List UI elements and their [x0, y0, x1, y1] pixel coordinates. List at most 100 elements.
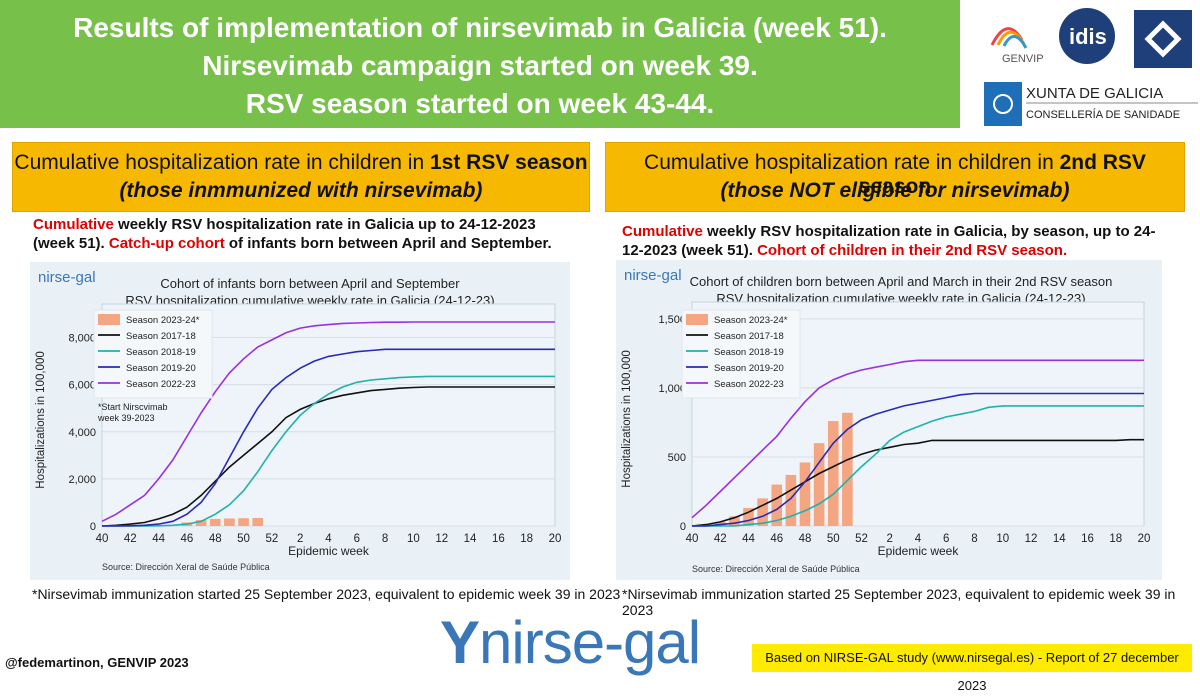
- x-tick-label: 20: [549, 533, 562, 545]
- x-axis-label: Epidemic week: [878, 544, 960, 558]
- bar-2023-24: [224, 518, 235, 526]
- bar-2023-24: [771, 484, 783, 526]
- right-desc-mid1: weekly RSV hospitalization rate in Galic…: [702, 223, 1156, 240]
- x-tick-label: 50: [827, 533, 840, 545]
- title-banner: Results of implementation of nirsevimab …: [0, 0, 960, 128]
- legend-entry: Season 2023-24*: [714, 315, 788, 326]
- y-tick-label: 1,000: [658, 383, 686, 395]
- x-tick-label: 52: [265, 533, 278, 545]
- legend-entry: Season 2017-18: [714, 331, 784, 342]
- x-tick-label: 14: [1053, 533, 1066, 545]
- x-tick-label: 40: [686, 533, 699, 545]
- x-tick-label: 4: [915, 533, 922, 545]
- left-desc-mid1: weekly RSV hospitalization rate in Galic…: [113, 216, 536, 233]
- x-tick-label: 18: [1109, 533, 1122, 545]
- bar-2023-24: [743, 508, 754, 526]
- x-tick-label: 18: [520, 533, 533, 545]
- sergas-logo: [1134, 10, 1192, 68]
- study-note: Based on NIRSE-GAL study (www.nirsegal.e…: [752, 644, 1192, 693]
- legend-entry: Season 2022-23: [126, 379, 196, 390]
- right-chart: nirse-gal Cohort of children born between…: [621, 267, 1151, 574]
- left-chart: nirse-gal Cohort of infants born between …: [35, 269, 562, 572]
- left-desc-line2a: (week 51).: [33, 235, 109, 252]
- bar-2023-24: [799, 462, 811, 526]
- chart-annotation: week 39-2023: [97, 413, 155, 423]
- right-head-prefix: Cumulative hospitalization rate in child…: [644, 151, 1060, 174]
- right-footnote: *Nirsevimab immunization started 25 Sept…: [622, 586, 1176, 618]
- bar-2023-24: [209, 518, 221, 526]
- series-line-season-2019-20: [102, 348, 555, 527]
- bar-2023-24: [729, 516, 740, 526]
- bar-2023-24: [827, 421, 839, 526]
- x-tick-label: 12: [435, 533, 448, 545]
- legend-entry: Season 2019-20: [714, 363, 784, 374]
- author-credit: @fedemartinon, GENVIP 2023: [5, 655, 189, 670]
- x-tick-label: 50: [237, 533, 250, 545]
- y-tick-label: 4,000: [68, 427, 96, 439]
- logos-area: GENVIP idis XUNTA DE GALICIA CONSELLERÍA…: [962, 0, 1200, 130]
- chart-source: Source: Dirección Xeral de Saúde Pública: [102, 562, 270, 572]
- left-desc-line2b: of infants born between April and Septem…: [224, 235, 552, 252]
- idis-text: idis: [1069, 24, 1107, 49]
- left-desc-red2: Catch-up cohort: [108, 235, 225, 252]
- y-tick-label: 8,000: [68, 333, 96, 345]
- xunta-title: XUNTA DE GALICIA: [1026, 85, 1163, 102]
- right-head-sub: (those NOT eligible for nirsevimab): [720, 179, 1070, 202]
- legend-swatch: [686, 314, 708, 325]
- y-tick-label: 6,000: [68, 380, 96, 392]
- y-tick-label: 0: [90, 521, 96, 533]
- x-axis-label: Epidemic week: [288, 544, 370, 558]
- x-tick-label: 16: [1081, 533, 1094, 545]
- x-tick-label: 8: [382, 533, 388, 545]
- banner-line-3: RSV season started on week 43-44.: [245, 88, 715, 119]
- bar-2023-24: [813, 443, 825, 526]
- x-tick-label: 12: [1025, 533, 1038, 545]
- x-tick-label: 16: [492, 533, 505, 545]
- x-tick-label: 42: [124, 533, 137, 545]
- left-chart-container: nirse-gal Cohort of infants born between …: [30, 262, 570, 580]
- x-tick-label: 20: [1138, 533, 1151, 545]
- xunta-sub: CONSELLERÍA DE SANIDADE: [1026, 108, 1180, 121]
- x-tick-label: 44: [742, 533, 755, 545]
- x-tick-label: 42: [714, 533, 727, 545]
- series-line-season-2017-18: [101, 386, 555, 527]
- genvip-logo: GENVIP: [990, 27, 1044, 65]
- xunta-logo: XUNTA DE GALICIA CONSELLERÍA DE SANIDADE: [984, 82, 1198, 126]
- left-head-prefix: Cumulative hospitalization rate in child…: [14, 151, 430, 174]
- idis-logo: idis: [1059, 8, 1115, 64]
- right-panel-header: Cumulative hospitalization rate in child…: [605, 142, 1185, 212]
- x-tick-label: 52: [855, 533, 868, 545]
- right-head-bold: 2nd RSV season: [858, 151, 1146, 198]
- legend-swatch: [98, 314, 120, 325]
- right-desc-red1: Cumulative: [622, 223, 703, 240]
- x-tick-label: 10: [996, 533, 1009, 545]
- banner-line-2: Nirsevimab campaign started on week 39.: [202, 50, 758, 81]
- banner-line-1: Results of implementation of nirsevimab …: [73, 12, 887, 43]
- x-tick-label: 8: [971, 533, 977, 545]
- x-tick-label: 40: [96, 533, 109, 545]
- bar-2023-24: [785, 474, 797, 526]
- y-axis-label: Hospitalizations in 100,000: [621, 350, 633, 487]
- chart-annotation: *Start Nirscvimab: [98, 402, 168, 412]
- x-tick-label: 2: [887, 533, 893, 545]
- x-tick-label: 44: [152, 533, 165, 545]
- y-tick-label: 1,500: [658, 314, 686, 326]
- bar-2023-24: [238, 518, 249, 526]
- right-chart-container: nirse-gal Cohort of children born between…: [616, 260, 1162, 580]
- x-tick-label: 2: [297, 533, 303, 545]
- bar-2023-24: [757, 498, 768, 526]
- plot-area: [691, 301, 1145, 527]
- nirse-gal-logo-text: nirse-gal: [479, 609, 701, 676]
- legend-entry: Season 2018-19: [714, 347, 784, 358]
- left-description: Cumulative weekly RSV hospitalization ra…: [33, 215, 593, 253]
- y-axis-label: Hospitalizations in 100,000: [35, 351, 47, 488]
- x-tick-label: 4: [325, 533, 332, 545]
- legend-entry: Season 2023-24*: [126, 315, 200, 326]
- chart-title: Cohort of infants born between April and…: [160, 276, 460, 291]
- right-desc-red2: Cohort of children in their 2nd RSV seas…: [757, 242, 1068, 259]
- right-desc-line2a: 12-2023 (week 51).: [622, 242, 758, 259]
- chart-brand: nirse-gal: [38, 269, 96, 286]
- x-tick-label: 6: [354, 533, 360, 545]
- genvip-text: GENVIP: [1002, 53, 1044, 65]
- x-tick-label: 46: [770, 533, 783, 545]
